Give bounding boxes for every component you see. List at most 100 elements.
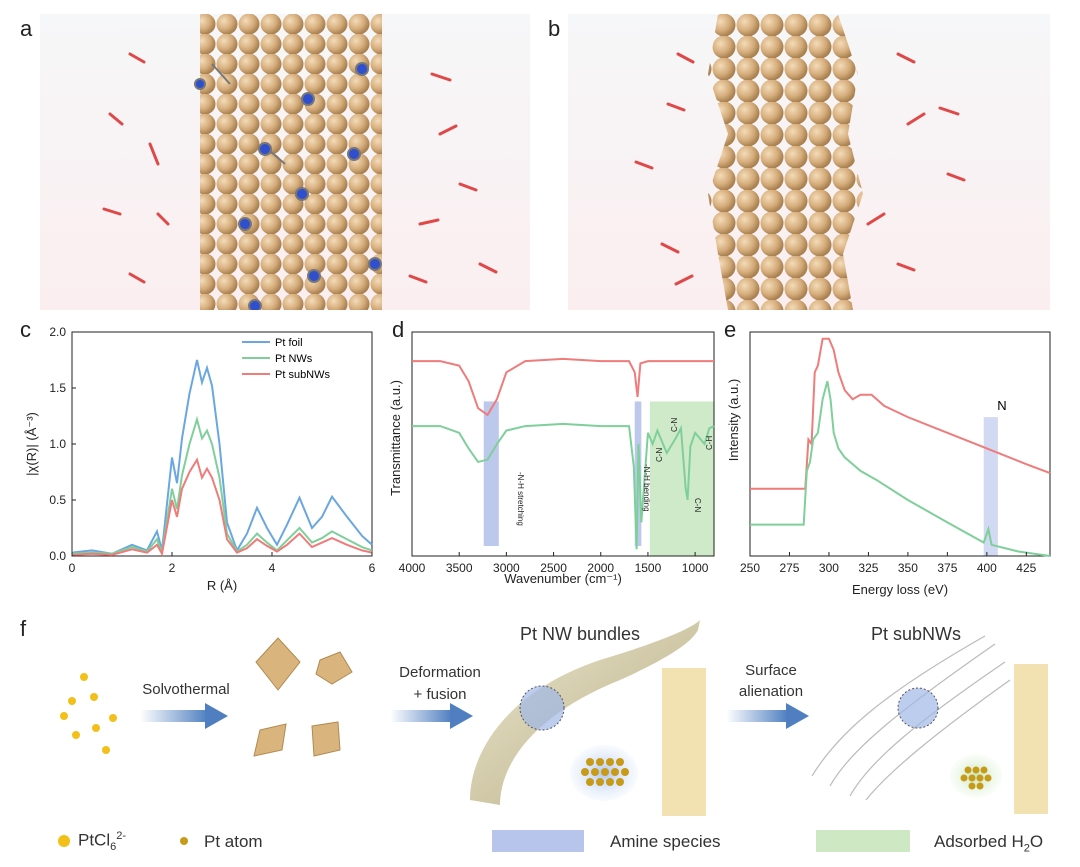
panel-letter-c: c [20,317,31,342]
chart-d-series-pt-nws [412,422,715,550]
chart-e-xtick-label: 375 [937,561,957,575]
chart-c-xtick-label: 6 [369,561,376,575]
legend-amine-swatch [492,830,584,852]
chart-d-band-2 [649,401,714,556]
chart-e-series-pt-subnws [750,337,1051,490]
legend-water-tail: O [1029,832,1044,851]
legend-amine-species: Amine species [610,832,721,851]
chart-d-xtick-label: 2500 [540,561,567,575]
chart-c-frame [71,331,373,557]
chart-e-ylabel: Intensity (a.u.) [726,379,741,461]
panel-letter-d: d [392,317,405,342]
legend-ptcl-label: PtCl [78,830,111,850]
chart-e-xtick-label: 425 [1016,561,1036,575]
chart-e-band-label-n: N [997,398,1006,413]
schematic-label-solvothermal: Solvothermal [142,681,230,698]
schematic-label-deformation: Deformation [399,664,481,681]
panel-letter-b: b [548,16,561,41]
schematic-subnws-strands [811,635,1011,801]
chart-d-annotation-cn-1: C-N [655,448,664,462]
schematic-subnws-cross-section-atoms [960,766,992,790]
chart-c-ytick-label: 1.5 [49,381,66,395]
chart-c-series-pt-subnws [71,457,373,557]
chart-e-series-pt-nws [750,381,1051,557]
render-b-bare-nanowire [568,14,1050,310]
legend-pt-atom-dot [180,837,188,845]
schematic-arrow-1 [140,703,228,729]
chart-d-xtick-label: 1000 [682,561,709,575]
legend-water-swatch [816,830,910,852]
chart-c-ytick-label: 0.0 [49,549,66,563]
chart-c-legend: Pt foil Pt NWs Pt subNWs [242,337,331,381]
legend-ptcl-sup: 2- [116,830,127,842]
chart-e-xtick-label: 275 [779,561,799,575]
chart-d-xtick-label: 3000 [493,561,520,575]
schematic-label-surface: Surface [745,662,797,679]
schematic-ptcl-precursors [60,673,117,754]
schematic-arrow-3 [726,703,809,729]
legend-ptcl-sub: 6 [110,841,117,854]
chart-e-xtick-label: 300 [819,561,839,575]
chart-d-annotation-cn-3: C-N [693,498,702,512]
chart-e-plot-area: 250 275 300 325 350 375 400 425 N [740,331,1051,575]
schematic-title-nw-bundles: Pt NW bundles [519,624,641,644]
chart-d-series-pt-subnws [412,357,714,417]
chart-c-xtick-label: 2 [169,561,176,575]
schematic-bundle-zoom-circle [519,685,565,731]
schematic-subnws-zoom-circle [897,687,939,729]
schematic-arrow-2 [390,703,473,729]
chart-e-xlabel: Energy loss (eV) [852,582,948,597]
chart-c-legend-pt-nws: Pt NWs [275,353,313,365]
legend-water-sub: 2 [1023,842,1030,855]
chart-d-frame [411,331,715,557]
chart-c-ytick-label: 0.5 [49,493,66,507]
chart-c-legend-pt-subnws: Pt subNWs [275,369,331,381]
chart-e-xtick-label: 250 [740,561,760,575]
chart-d-xlabel: Wavenumber (cm⁻¹) [504,571,622,586]
schematic-bundle-side-view [662,668,706,816]
schematic-label-fusion: + fusion [413,686,467,703]
chart-c-ytick-label: 1.0 [49,437,66,451]
chart-d-band-label-nh-bending: -N-H bending [642,464,651,512]
legend-ptcl: PtCl62- [78,830,126,853]
chart-e-frame [749,331,1051,557]
chart-c-plot-area: 0 2 4 6 0.0 0.5 1.0 1.5 2.0 Pt foil Pt NWs Pt s… [49,325,375,575]
chart-c-xtick-label: 0 [69,561,76,575]
chart-c-ft-exafs: 0 2 4 6 0.0 0.5 1.0 1.5 2.0 Pt foil Pt NWs Pt s… [24,325,376,593]
schematic-bundle-cross-section-atoms [581,758,629,786]
legend-ptcl-dot [58,835,70,847]
chart-c-legend-pt-foil: Pt foil [275,337,303,349]
chart-e-eels: 250 275 300 325 350 375 400 425 N Energy loss (… [726,331,1051,597]
chart-c-series-pt-nws [71,415,373,557]
chart-d-band-label-nh-stretching: -N-H stretching [516,472,525,526]
chart-d-ftir: 4000 3500 3000 2500 2000 1500 1000 -N-H stretc… [388,331,715,586]
chart-d-xtick-label: 3500 [446,561,473,575]
chart-e-xtick-label: 325 [858,561,878,575]
schematic-f [60,620,1048,816]
schematic-title-subnws: Pt subNWs [870,624,962,644]
panel-letter-f: f [20,616,27,641]
legend-water-label: Adsorbed H [934,832,1024,851]
chart-d-annotation-ch: C-H [705,436,714,450]
chart-c-series-pt-foil [71,359,373,555]
chart-d-band-0 [483,401,499,546]
chart-d-ylabel: Transmittance (a.u.) [388,380,403,496]
render-a-nanowire-with-amines [40,14,530,310]
schematic-subnws-side-view [1014,664,1048,814]
render-a-water-molecules [102,52,498,284]
chart-d-xtick-label: 2000 [587,561,614,575]
render-a-amine-molecules [194,62,382,310]
chart-c-ylabel: |χ(R)| (Å⁻³) [24,412,39,476]
legend-adsorbed-water: Adsorbed H2O [934,832,1043,854]
schematic-nanocrystals [253,637,353,757]
panel-letter-a: a [20,16,33,41]
render-a-nanowire [200,14,382,310]
render-b-water-molecules [634,52,966,286]
legend-pt-atom: Pt atom [204,832,263,851]
chart-d-xtick-label: 1500 [635,561,662,575]
chart-c-xtick-label: 4 [269,561,276,575]
render-b-nanowire [708,14,863,310]
chart-d-plot-area: 4000 3500 3000 2500 2000 1500 1000 -N-H stretc… [399,331,715,575]
schematic-subnws-cross-section [950,754,1002,798]
panel-letter-e: e [724,317,737,342]
